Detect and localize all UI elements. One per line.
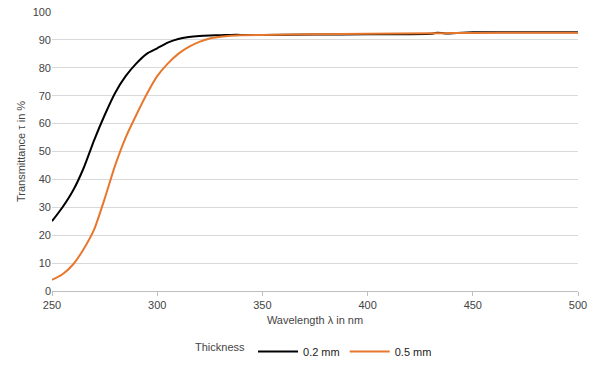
svg-text:0.5 mm: 0.5 mm <box>395 346 432 358</box>
svg-text:350: 350 <box>253 299 271 311</box>
svg-text:Thickness: Thickness <box>195 341 245 353</box>
svg-text:Transmittance τ in %: Transmittance τ in % <box>15 101 27 202</box>
svg-text:80: 80 <box>39 62 51 74</box>
svg-text:500: 500 <box>569 299 587 311</box>
svg-text:10: 10 <box>39 257 51 269</box>
svg-text:70: 70 <box>39 90 51 102</box>
svg-text:0: 0 <box>45 285 51 297</box>
svg-text:Wavelength λ in nm: Wavelength λ in nm <box>267 314 363 326</box>
svg-text:400: 400 <box>358 299 376 311</box>
svg-text:50: 50 <box>39 145 51 157</box>
svg-text:100: 100 <box>33 6 51 18</box>
svg-text:30: 30 <box>39 201 51 213</box>
svg-text:300: 300 <box>148 299 166 311</box>
svg-text:450: 450 <box>464 299 482 311</box>
svg-text:0.2 mm: 0.2 mm <box>303 346 340 358</box>
svg-text:60: 60 <box>39 117 51 129</box>
svg-text:20: 20 <box>39 229 51 241</box>
svg-text:90: 90 <box>39 34 51 46</box>
svg-text:250: 250 <box>43 299 61 311</box>
svg-text:40: 40 <box>39 173 51 185</box>
